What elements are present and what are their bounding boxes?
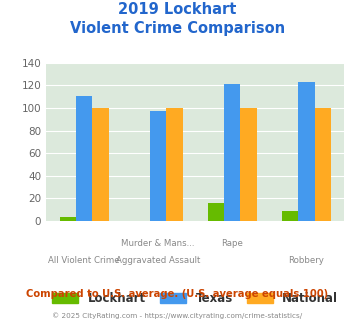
Text: Robbery: Robbery xyxy=(288,256,324,265)
Text: Aggravated Assault: Aggravated Assault xyxy=(116,256,201,265)
Text: Compared to U.S. average. (U.S. average equals 100): Compared to U.S. average. (U.S. average … xyxy=(26,289,329,299)
Text: Murder & Mans...: Murder & Mans... xyxy=(121,239,195,248)
Bar xyxy=(224,84,240,221)
Bar xyxy=(60,216,76,221)
Bar xyxy=(76,95,92,221)
Text: Violent Crime Comparison: Violent Crime Comparison xyxy=(70,21,285,36)
Bar xyxy=(150,111,166,221)
Text: Rape: Rape xyxy=(222,239,243,248)
Text: © 2025 CityRating.com - https://www.cityrating.com/crime-statistics/: © 2025 CityRating.com - https://www.city… xyxy=(53,312,302,318)
Bar xyxy=(315,108,331,221)
Legend: Lockhart, Texas, National: Lockhart, Texas, National xyxy=(48,287,343,310)
Text: All Violent Crime: All Violent Crime xyxy=(48,256,120,265)
Bar xyxy=(282,211,298,221)
Bar xyxy=(208,203,224,221)
Bar xyxy=(166,108,183,221)
Bar xyxy=(92,108,109,221)
Bar xyxy=(298,82,315,221)
Text: 2019 Lockhart: 2019 Lockhart xyxy=(118,2,237,16)
Bar xyxy=(240,108,257,221)
